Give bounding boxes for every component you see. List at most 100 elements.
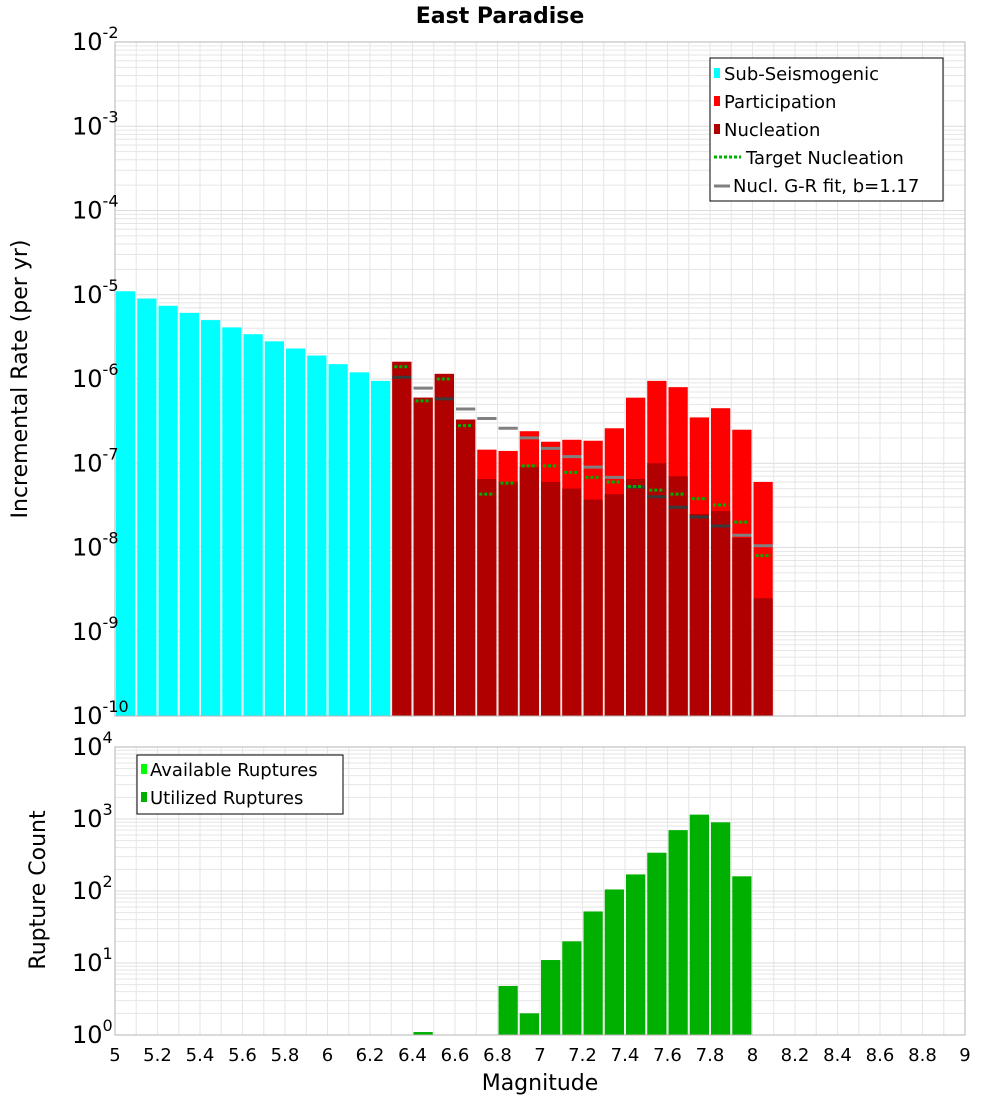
utilized-ruptures-bar [498, 985, 518, 1035]
rate-y-tick-label: 10-10 [72, 697, 129, 730]
nucleation-bar [498, 481, 518, 716]
rate-y-label: Incremental Rate (per yr) [8, 240, 33, 519]
x-tick-label: 6.8 [483, 1045, 512, 1066]
rate-y-tick-label: 10-2 [72, 23, 119, 56]
x-tick-label: 6.2 [356, 1045, 385, 1066]
utilized-ruptures-bar [413, 1032, 433, 1035]
x-tick-label: 8.2 [781, 1045, 810, 1066]
nucleation-bar [732, 537, 752, 716]
legend-swatch-nucleation [714, 124, 720, 134]
count-y-tick-label: 103 [72, 800, 113, 833]
legend-label-utilized: Utilized Ruptures [150, 788, 303, 809]
legend-label-participation: Participation [724, 92, 836, 113]
nucleation-bar [753, 598, 773, 716]
nucleation-bar [434, 373, 454, 716]
count-y-tick-label: 101 [72, 944, 113, 977]
utilized-ruptures-bar [626, 874, 646, 1035]
sub-seismogenic-bar [137, 298, 157, 716]
x-tick-label: 9 [959, 1045, 970, 1066]
legend-label-gr-fit: Nucl. G-R fit, b=1.17 [733, 176, 919, 197]
x-tick-label: 6.6 [441, 1045, 470, 1066]
legend-swatch-sub-seismogenic [714, 68, 720, 78]
legend-swatch-participation [714, 96, 720, 106]
nucleation-bar [689, 513, 709, 716]
nucleation-bar [541, 481, 561, 716]
utilized-ruptures-bar [604, 889, 624, 1035]
sub-seismogenic-bar [158, 305, 178, 716]
count-y-tick-label: 102 [72, 872, 113, 905]
sub-seismogenic-bar [286, 348, 306, 716]
x-tick-label: 5.4 [186, 1045, 215, 1066]
sub-seismogenic-bar [222, 327, 242, 716]
utilized-ruptures-bar [668, 830, 688, 1035]
nucleation-bar [647, 463, 667, 716]
utilized-ruptures-bar [711, 822, 731, 1035]
sub-seismogenic-bar [328, 364, 348, 716]
rate-bars [116, 291, 773, 716]
x-tick-label: 7.2 [568, 1045, 597, 1066]
legend-label-sub-seismogenic: Sub-Seismogenic [724, 64, 879, 85]
utilized-ruptures-bar [519, 1013, 539, 1035]
legend-swatch-utilized [141, 792, 147, 802]
nucleation-bar [413, 397, 433, 716]
x-tick-label: 5 [109, 1045, 120, 1066]
legend-label-target-nucleation: Target Nucleation [745, 148, 904, 169]
rate-y-tick-label: 10-8 [72, 529, 119, 562]
utilized-ruptures-bar [732, 876, 752, 1035]
rate-y-tick-label: 10-5 [72, 276, 119, 309]
x-tick-label: 8.6 [866, 1045, 895, 1066]
count-y-tick-label: 104 [72, 728, 113, 761]
nucleation-bar [604, 494, 624, 716]
count-x-ticks: 5 5.2 5.4 5.6 5.8 6 6.2 6.4 6.6 6.8 7 7.2 7.4 7.6 7.8 8… [109, 1045, 970, 1066]
legend-label-available: Available Ruptures [150, 760, 318, 781]
sub-seismogenic-bar [307, 355, 327, 716]
x-tick-label: 7.4 [611, 1045, 640, 1066]
x-tick-label: 8.4 [823, 1045, 852, 1066]
utilized-ruptures-bar [689, 814, 709, 1035]
nucleation-bar [583, 499, 603, 716]
x-tick-label: 6 [322, 1045, 333, 1066]
nucleation-bar [562, 488, 582, 716]
count-y-label: Rupture Count [26, 810, 51, 970]
x-tick-label: 5.6 [228, 1045, 257, 1066]
x-tick-label: 5.8 [271, 1045, 300, 1066]
count-legend-box [136, 754, 344, 815]
legend-swatch-available [141, 764, 147, 774]
rate-y-tick-label: 10-3 [72, 107, 119, 140]
nucleation-bar [626, 479, 646, 716]
count-plot-border [114, 746, 966, 1036]
x-tick-label: 7.6 [653, 1045, 682, 1066]
nucleation-bar [456, 419, 476, 716]
rate-legend-box [709, 57, 944, 202]
count-panel: 104 103 102 101 100 5 5.2 5.4 5.6 5.8 6 6.2 6.4 6.6 6… [26, 728, 971, 1096]
rate-y-tick-label: 10-9 [72, 613, 119, 646]
count-x-label: Magnitude [482, 1071, 599, 1096]
rate-y-tick-label: 10-6 [72, 360, 119, 393]
sub-seismogenic-bar [264, 341, 284, 716]
nucleation-bar [519, 467, 539, 716]
x-tick-label: 5.2 [143, 1045, 172, 1066]
x-tick-label: 7.8 [696, 1045, 725, 1066]
rate-y-ticks: 10-2 10-3 10-4 10-5 10-6 10-7 10-8 10-9 10-10 [72, 23, 129, 730]
nucleation-bar [711, 511, 731, 716]
x-tick-label: 6.4 [398, 1045, 427, 1066]
sub-seismogenic-bar [349, 372, 369, 716]
sub-seismogenic-bar [201, 320, 221, 716]
utilized-ruptures-bar [562, 941, 582, 1035]
legend-label-nucleation: Nucleation [724, 120, 820, 141]
utilized-ruptures-bar [647, 852, 667, 1035]
count-bars [413, 814, 752, 1035]
rate-panel: 10-2 10-3 10-4 10-5 10-6 10-7 10-8 10-9 10-10 In… [8, 23, 966, 730]
x-tick-label: 7 [534, 1045, 545, 1066]
rate-plot-border [114, 41, 966, 717]
sub-seismogenic-bar [371, 380, 391, 716]
count-y-ticks: 104 103 102 101 100 [72, 728, 113, 1049]
nucleation-bar [392, 361, 412, 716]
rate-lines [392, 365, 773, 558]
x-tick-label: 8.8 [908, 1045, 937, 1066]
sub-seismogenic-bar [116, 291, 136, 716]
rate-legend: Sub-Seismogenic Participation Nucleation… [709, 57, 944, 202]
nucleation-bar [668, 476, 688, 716]
chart-title: East Paradise [416, 4, 585, 29]
